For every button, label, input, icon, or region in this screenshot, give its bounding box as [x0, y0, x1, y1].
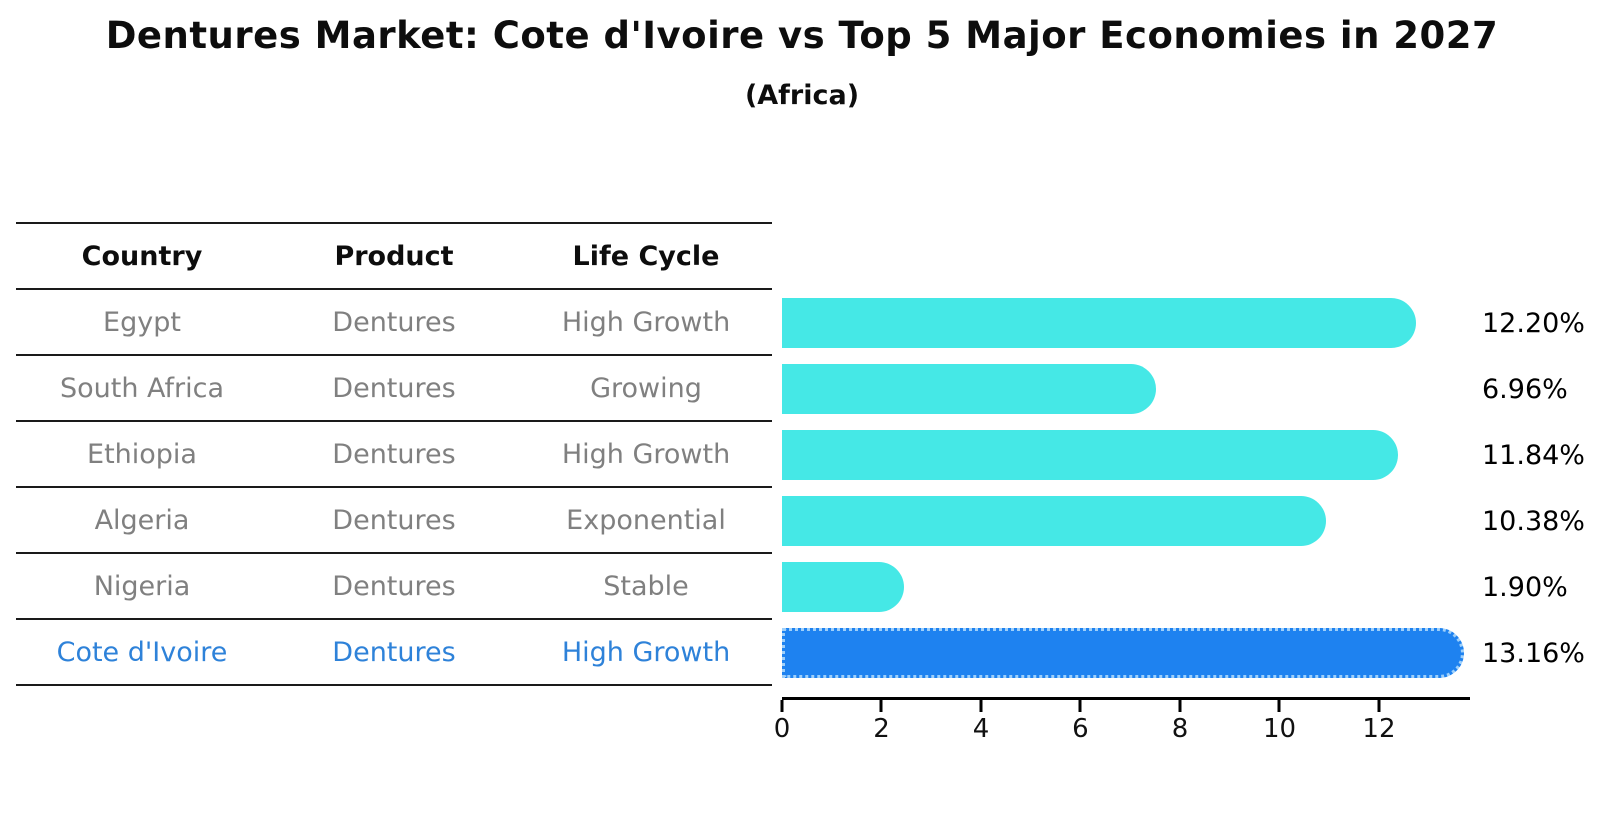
x-axis-tick-label: 2	[873, 714, 890, 744]
value-label: 1.90%	[1482, 571, 1568, 603]
column-header-country: Country	[81, 240, 203, 272]
bar-chart-plot-area	[782, 290, 1470, 686]
table-row: Ethiopia Dentures High Growth	[16, 422, 772, 488]
bar-Nigeria	[782, 562, 904, 612]
bar-row	[782, 554, 1470, 620]
value-label: 11.84%	[1482, 439, 1585, 471]
table-cell-lifecycle: Stable	[603, 570, 689, 602]
country-table: Country Product Life Cycle Egypt Dentures…	[16, 222, 772, 686]
bar-row	[782, 620, 1470, 686]
value-label-column: 12.20% 6.96% 11.84% 10.38% 1.90% 13.16%	[1482, 290, 1604, 686]
table-header-row: Country Product Life Cycle	[16, 222, 772, 290]
column-header-product: Product	[334, 240, 454, 272]
table-cell-country: South Africa	[59, 372, 225, 404]
bar-Egypt	[782, 298, 1417, 348]
x-axis-tick-mark	[1277, 700, 1281, 712]
value-label: 10.38%	[1482, 505, 1585, 537]
x-axis-tick-mark	[780, 700, 784, 712]
column-header-lifecycle: Life Cycle	[572, 240, 720, 272]
table-cell-product: Dentures	[332, 306, 456, 338]
table-cell-country: Cote d'Ivoire	[56, 636, 228, 668]
value-label: 12.20%	[1482, 307, 1585, 339]
x-axis-tick-label: 0	[773, 714, 791, 744]
table-row: Nigeria Dentures Stable	[16, 554, 772, 620]
x-axis-tick-label: 8	[1171, 714, 1189, 744]
x-axis-tick-mark	[1377, 700, 1381, 712]
x-axis-line	[782, 697, 1470, 700]
x-axis-tick-mark	[1078, 700, 1082, 712]
table-cell-product: Dentures	[332, 372, 456, 404]
x-axis: 0 2 4 6 8 10 12	[774, 697, 1470, 757]
table-cell-lifecycle: Exponential	[566, 504, 726, 536]
table-row: South Africa Dentures Growing	[16, 356, 772, 422]
bar-row	[782, 488, 1470, 554]
bar-highlight-Cote d'Ivoire	[782, 628, 1464, 678]
bar-South Africa	[782, 364, 1156, 414]
table-cell-product: Dentures	[332, 504, 456, 536]
x-axis-tick-label: 4	[972, 714, 990, 744]
chart-subtitle: (Africa)	[744, 80, 860, 111]
bar-Algeria	[782, 496, 1326, 546]
x-axis-tick-mark	[979, 700, 983, 712]
bar-row	[782, 422, 1470, 488]
table-cell-country: Egypt	[103, 306, 181, 338]
table-cell-lifecycle: Growing	[590, 372, 702, 404]
table-cell-product: Dentures	[332, 438, 456, 470]
table-cell-product: Dentures	[332, 570, 456, 602]
table-cell-country: Nigeria	[93, 570, 191, 602]
x-axis-tick-label: 12	[1362, 714, 1396, 744]
table-cell-lifecycle: High Growth	[561, 306, 731, 338]
chart-title: Dentures Market: Cote d'Ivoire vs Top 5 …	[105, 14, 1499, 57]
table-row: Algeria Dentures Exponential	[16, 488, 772, 554]
x-axis-tick-label: 10	[1262, 714, 1297, 744]
bar-row	[782, 290, 1470, 356]
bar-Ethiopia	[782, 430, 1399, 480]
x-axis-tick-label: 6	[1072, 714, 1089, 744]
table-cell-product: Dentures	[332, 636, 456, 668]
table-row: Cote d'Ivoire Dentures High Growth	[16, 620, 772, 686]
table-row: Egypt Dentures High Growth	[16, 290, 772, 356]
table-cell-lifecycle: High Growth	[561, 438, 731, 470]
table-cell-lifecycle: High Growth	[561, 636, 731, 668]
value-label: 6.96%	[1482, 373, 1568, 405]
bar-row	[782, 356, 1470, 422]
table-cell-country: Ethiopia	[87, 438, 197, 470]
value-label: 13.16%	[1482, 637, 1585, 669]
x-axis-tick-mark	[1178, 700, 1182, 712]
x-axis-tick-mark	[879, 700, 883, 712]
table-cell-country: Algeria	[94, 504, 190, 536]
table-body: Egypt Dentures High Growth South Africa Dent…	[16, 290, 772, 686]
